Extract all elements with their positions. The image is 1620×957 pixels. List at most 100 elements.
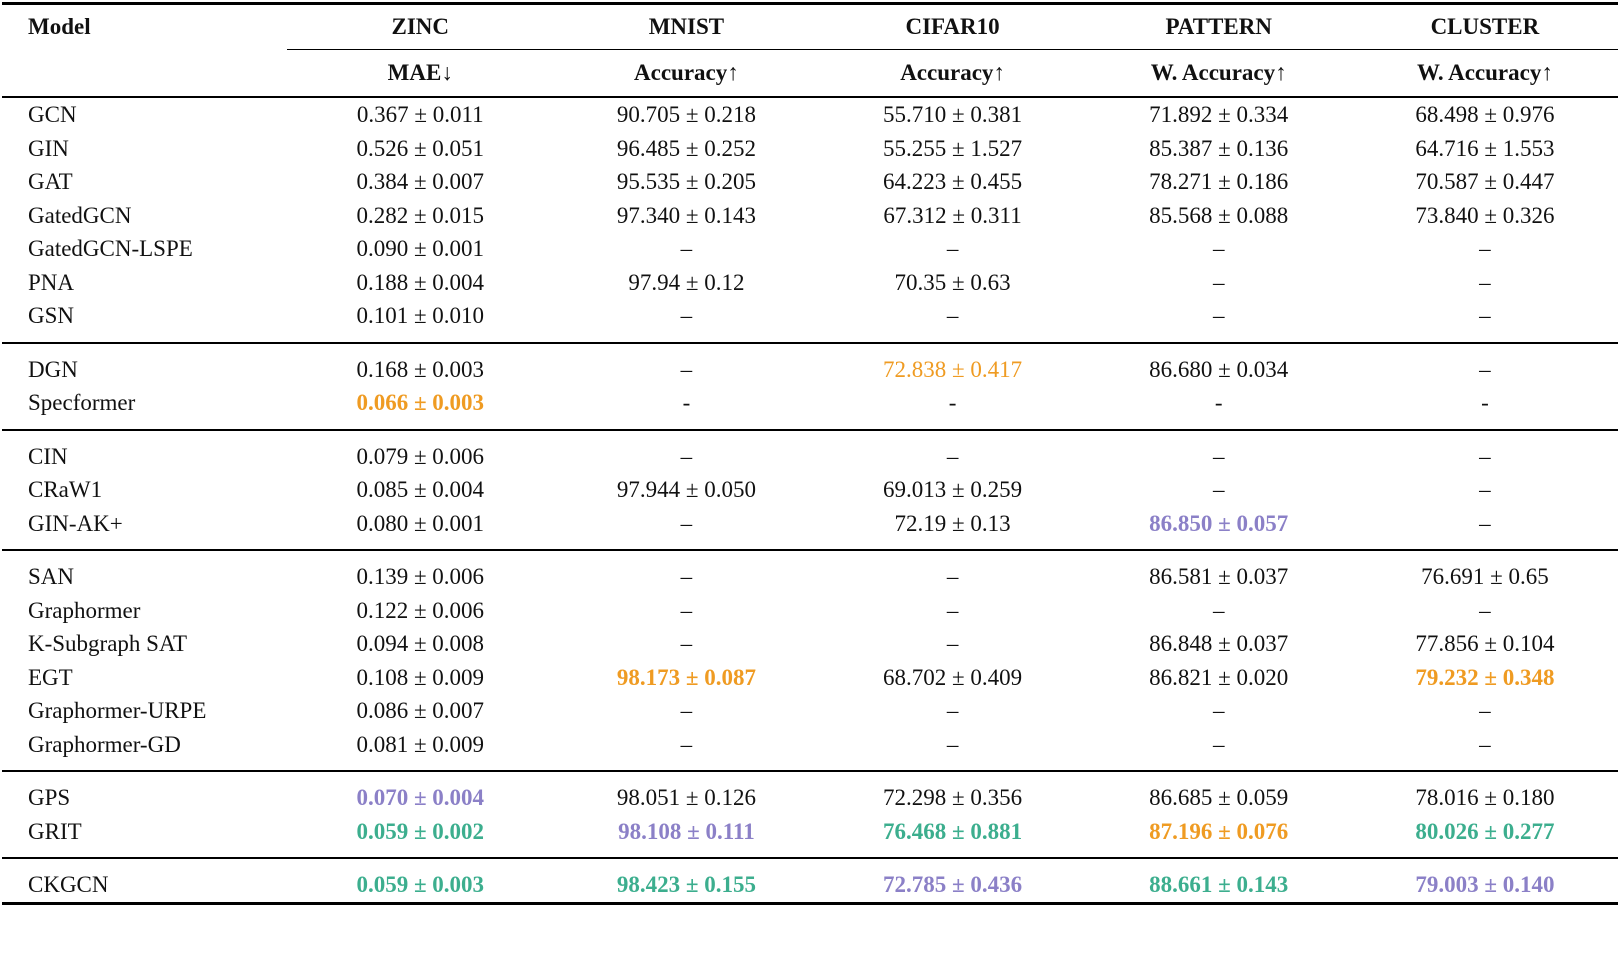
model-name-cell: GatedGCN (28, 202, 132, 228)
table-row-craw1: CRaW1 0.085 ± 0.004 97.944 ± 0.050 69.013 ±… (2, 473, 1618, 507)
model-name-cell: Graphormer (28, 597, 141, 623)
result-cell: – (680, 303, 693, 328)
result-cell: 72.785 ± 0.436 (819, 857, 1086, 903)
result-cell: 77.856 ± 0.104 (1415, 631, 1555, 656)
model-name-cell: DGN (2, 341, 288, 386)
result-cell: 88.661 ± 0.143 (1085, 857, 1352, 903)
result-cell: – (680, 731, 693, 757)
result-cell: 55.255 ± 1.527 (883, 135, 1023, 161)
benchmark-results-table: Model ZINC MNIST CIFAR10 PATTERN CLUSTER MAE↓… (2, 2, 1618, 905)
result-cell: – (1212, 731, 1225, 757)
result-cell: 0.059 ± 0.002 (356, 818, 485, 844)
table-row-graphormer: Graphormer 0.122 ± 0.006 – – – – (2, 594, 1618, 628)
result-cell: – (1212, 303, 1225, 328)
result-cell: 0.070 ± 0.004 (287, 770, 554, 815)
metric-header-1: Accuracy↑ (553, 49, 820, 98)
result-cell: 98.173 ± 0.087 (616, 664, 756, 690)
table-row-egt: EGT 0.108 ± 0.009 98.173 ± 0.087 68.702 ± 0… (2, 661, 1618, 695)
result-cell: – (553, 549, 820, 594)
dataset-header-row: Model ZINC MNIST CIFAR10 PATTERN CLUSTER (2, 3, 1618, 50)
result-cell: – (946, 303, 959, 328)
result-cell: – (819, 428, 1086, 473)
result-cell: 72.838 ± 0.417 (819, 341, 1086, 386)
result-cell: - (948, 390, 957, 415)
table-row-gin: GIN 0.526 ± 0.051 96.485 ± 0.252 55.255 ± 1… (2, 132, 1618, 166)
result-cell: – (1479, 236, 1491, 261)
result-cell: 90.705 ± 0.218 (616, 102, 756, 127)
result-cell: - (1214, 390, 1223, 415)
result-cell: – (1085, 428, 1352, 473)
result-cell: - (1481, 390, 1489, 415)
table-row-gsn: GSN 0.101 ± 0.010 – – – – (2, 299, 1618, 343)
model-name-cell: Specformer (28, 390, 136, 415)
result-cell: – (1479, 597, 1491, 623)
model-name-cell: Graphormer-GD (28, 731, 181, 757)
model-name-cell: GatedGCN-LSPE (28, 236, 193, 261)
model-name-cell: GIN-AK+ (28, 510, 123, 536)
result-cell: – (1479, 698, 1491, 723)
table-row-graphormer-gd: Graphormer-GD 0.081 ± 0.009 – – – – (2, 728, 1618, 772)
result-cell: – (946, 698, 959, 723)
result-cell: 72.19 ± 0.13 (894, 510, 1011, 536)
result-cell: 0.085 ± 0.004 (356, 477, 485, 502)
result-cell: – (1479, 510, 1491, 536)
table-row-graphormer-urpe: Graphormer-URPE 0.086 ± 0.007 – – – – (2, 694, 1618, 728)
result-cell: 64.223 ± 0.455 (883, 169, 1023, 194)
result-cell: 0.108 ± 0.009 (356, 664, 485, 690)
model-name-cell: GIN (28, 135, 69, 161)
metric-header-2: Accuracy↑ (819, 49, 1086, 98)
result-cell: 0.367 ± 0.011 (356, 102, 484, 127)
table-row-pna: PNA 0.188 ± 0.004 97.94 ± 0.12 70.35 ± 0.63… (2, 266, 1618, 300)
result-cell: 0.081 ± 0.009 (356, 731, 485, 757)
result-cell: 68.498 ± 0.976 (1415, 102, 1555, 127)
result-cell: 96.485 ± 0.252 (616, 135, 756, 161)
result-cell: – (680, 631, 693, 656)
result-cell: – (1212, 236, 1225, 261)
empty-header-cell (2, 49, 288, 98)
result-cell: 0.094 ± 0.008 (356, 631, 485, 656)
result-cell: – (1479, 477, 1491, 502)
result-cell: 86.680 ± 0.034 (1085, 341, 1352, 386)
metric-header-4: W. Accuracy↑ (1351, 49, 1618, 98)
result-cell: 86.685 ± 0.059 (1085, 770, 1352, 815)
model-name-cell: PNA (28, 269, 75, 295)
table-row-ckgcn: CKGCN 0.059 ± 0.003 98.423 ± 0.155 72.785 ±… (2, 857, 1618, 903)
result-cell: – (680, 236, 693, 261)
result-cell: – (1212, 269, 1225, 295)
model-name-cell: CKGCN (2, 857, 288, 903)
table-row-gatedgcn-lspe: GatedGCN-LSPE 0.090 ± 0.001 – – – – (2, 232, 1618, 266)
result-cell: 87.196 ± 0.076 (1149, 818, 1289, 844)
result-cell: 0.188 ± 0.004 (356, 269, 485, 295)
result-cell: – (1479, 303, 1491, 328)
result-cell: 78.016 ± 0.180 (1351, 770, 1618, 815)
result-cell: 97.340 ± 0.143 (616, 202, 756, 228)
table-header: Model ZINC MNIST CIFAR10 PATTERN CLUSTER MAE↓… (2, 3, 1618, 98)
model-name-cell: K-Subgraph SAT (28, 631, 188, 656)
model-name-cell: GCN (28, 102, 77, 127)
result-cell: 86.848 ± 0.037 (1149, 631, 1289, 656)
table-body: GCN 0.367 ± 0.011 90.705 ± 0.218 55.710 ± 0… (2, 97, 1618, 903)
result-cell: 0.168 ± 0.003 (287, 341, 554, 386)
column-header-zinc: ZINC (287, 3, 554, 50)
table-row-k-subgraph-sat: K-Subgraph SAT 0.094 ± 0.008 – – 86.848 ± 0.… (2, 627, 1618, 661)
result-cell: 67.312 ± 0.311 (883, 202, 1022, 228)
result-cell: 68.702 ± 0.409 (883, 664, 1023, 690)
result-cell: – (680, 510, 693, 536)
result-cell: 86.581 ± 0.037 (1085, 549, 1352, 594)
result-cell: 0.101 ± 0.010 (356, 303, 485, 328)
result-cell: 79.003 ± 0.140 (1351, 857, 1618, 903)
result-cell: – (553, 341, 820, 386)
result-cell: – (553, 428, 820, 473)
result-cell: 97.944 ± 0.050 (616, 477, 756, 502)
table-row-gatedgcn: GatedGCN 0.282 ± 0.015 97.340 ± 0.143 67.31… (2, 199, 1618, 233)
result-cell: 70.35 ± 0.63 (894, 269, 1011, 295)
result-cell: – (680, 698, 693, 723)
model-name-cell: EGT (28, 664, 73, 690)
column-header-cluster: CLUSTER (1351, 3, 1618, 50)
model-name-cell: GRIT (28, 818, 82, 844)
table-row-gin-ak-: GIN-AK+ 0.080 ± 0.001 – 72.19 ± 0.13 86.850 … (2, 507, 1618, 551)
result-cell: 73.840 ± 0.326 (1415, 202, 1555, 228)
result-cell: 0.086 ± 0.007 (356, 698, 485, 723)
table-row-dgn: DGN 0.168 ± 0.003–72.838 ± 0.417 86.680 ± … (2, 341, 1618, 386)
